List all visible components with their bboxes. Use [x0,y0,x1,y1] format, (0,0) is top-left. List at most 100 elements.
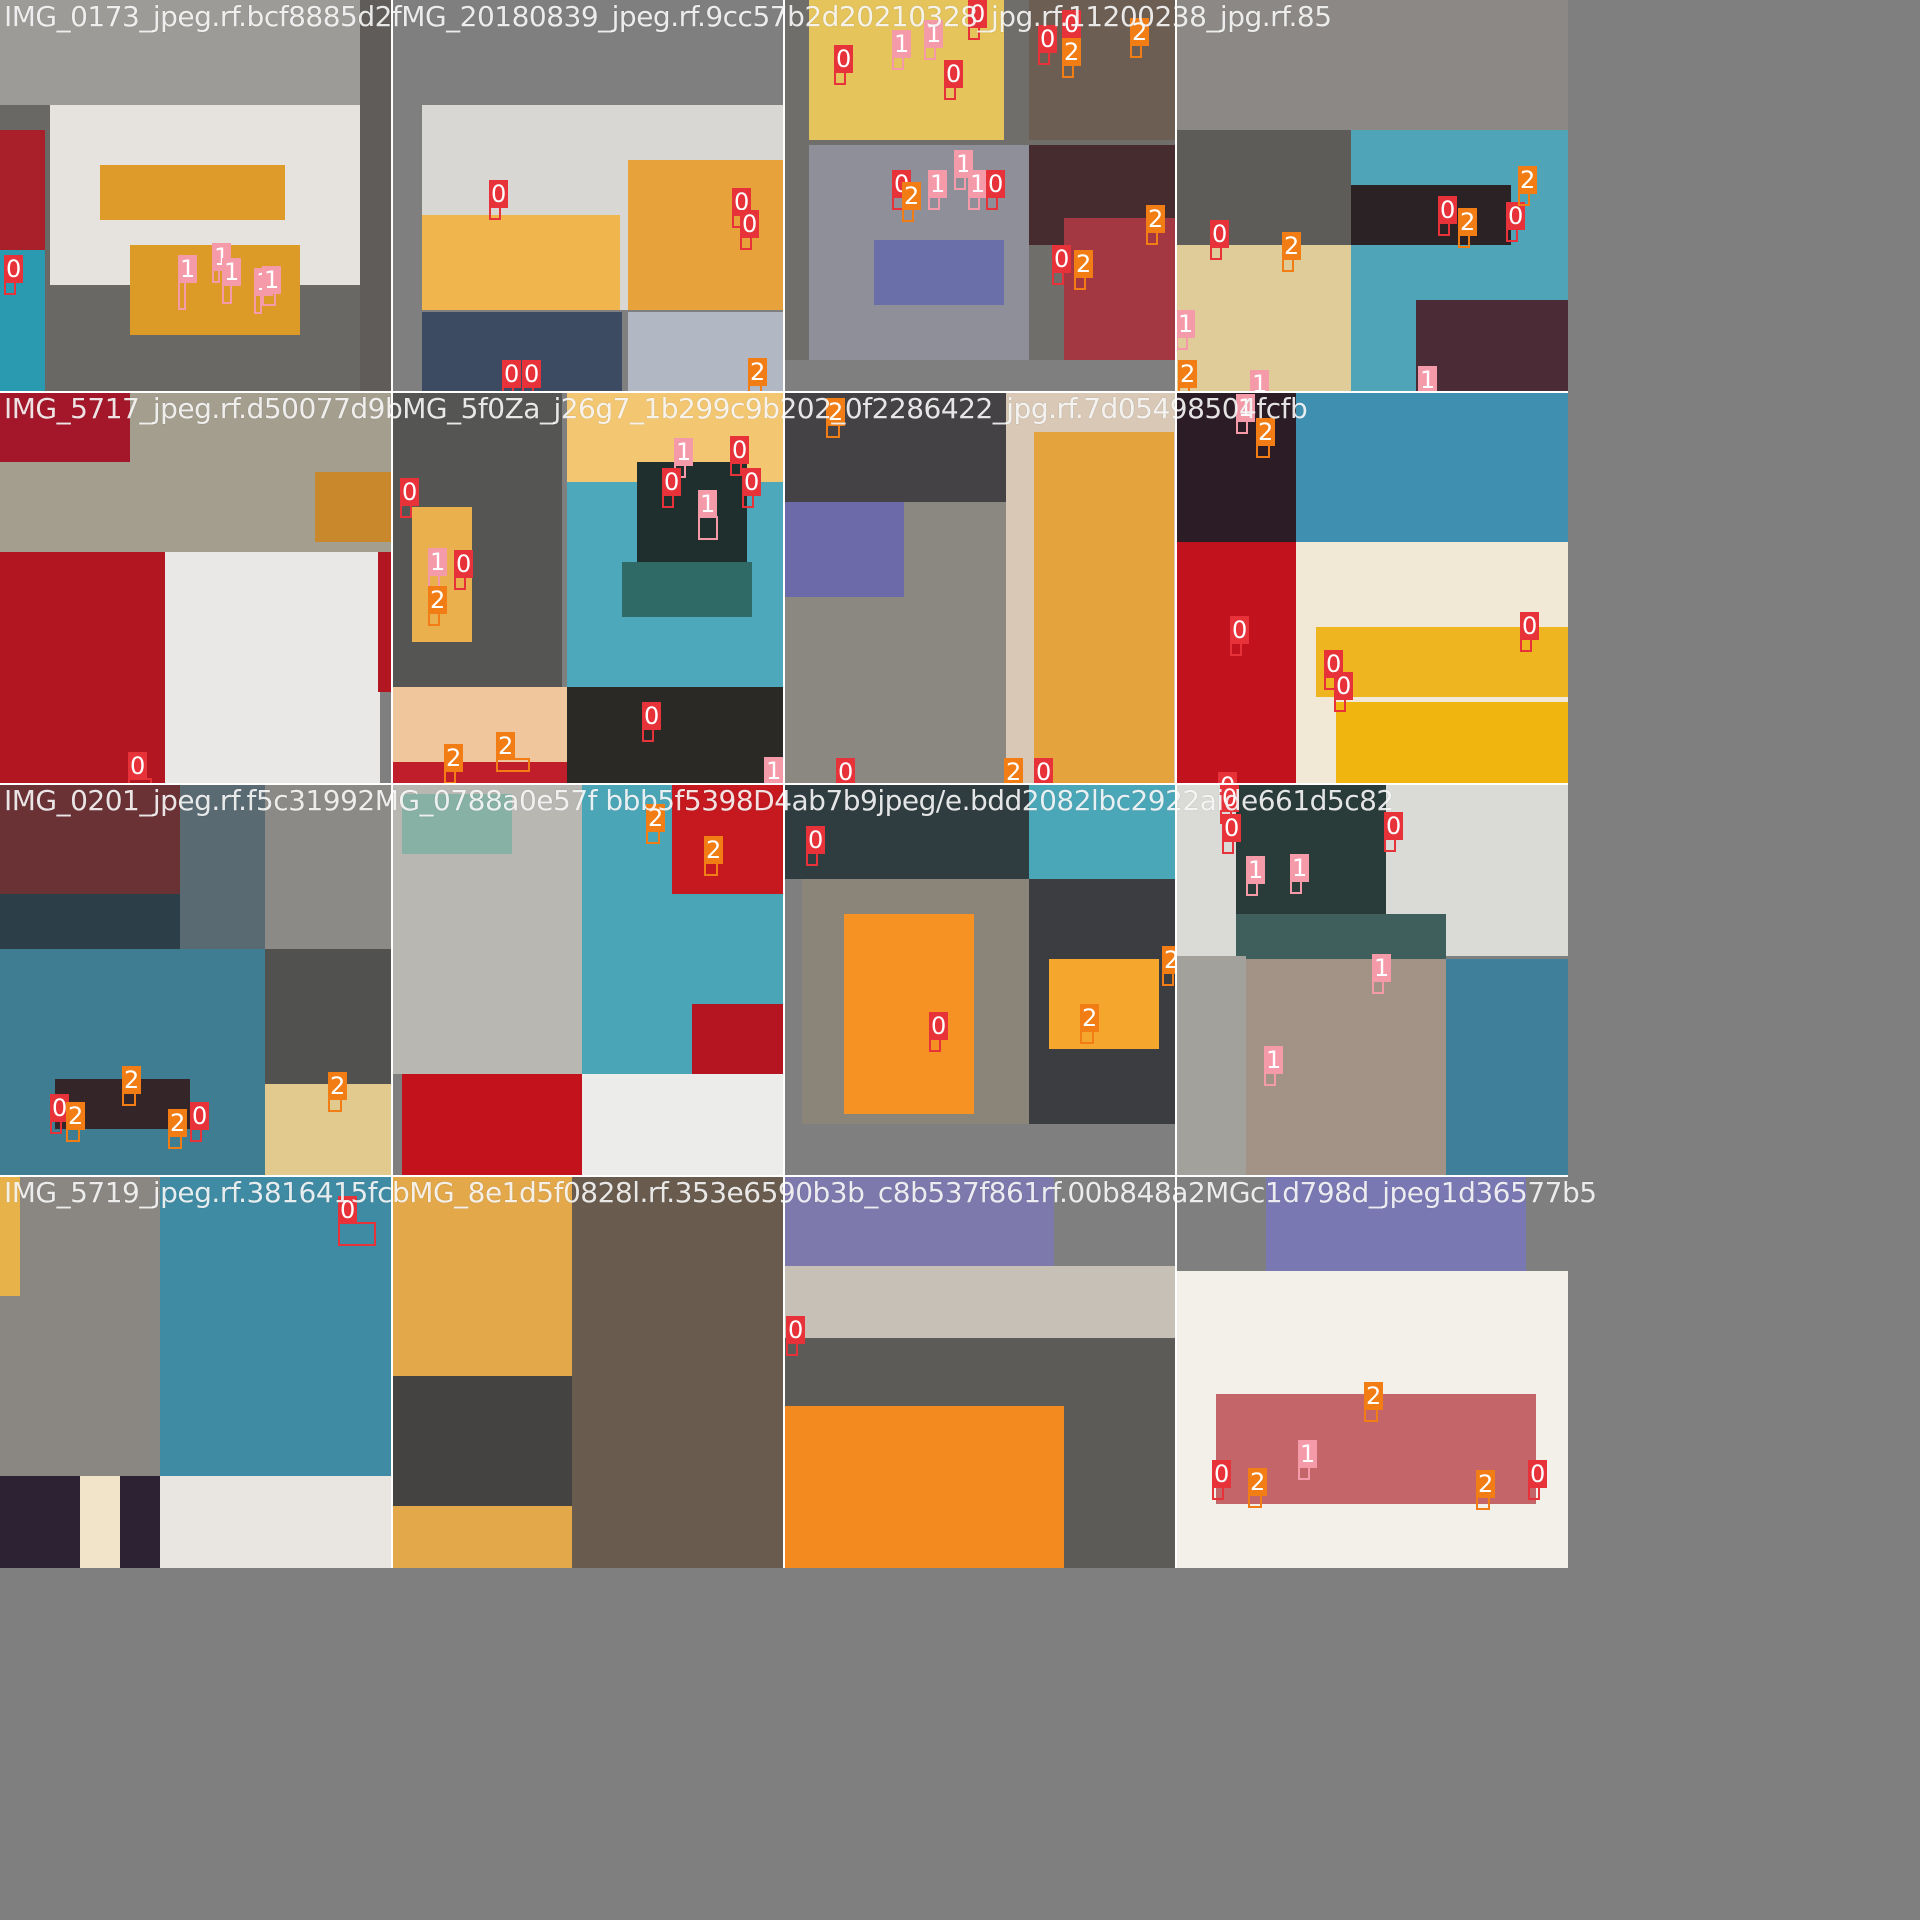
class-label-0: 0 [732,188,752,216]
detection-box [254,294,262,314]
grid-divider [1175,0,1177,1568]
photo-region [784,360,1176,392]
detection-box [954,176,966,190]
photo-region [1176,542,1296,784]
class-label-2: 2 [1256,418,1276,446]
photo-region [784,1124,1176,1176]
detection-box [1130,44,1142,58]
detection-box [168,1135,182,1149]
detection-box [328,1098,342,1112]
class-label-1: 1 [698,490,718,518]
class-label-0: 0 [1038,25,1058,53]
detection-box [1230,642,1242,656]
mosaic-tile: 0 [0,1176,392,1568]
detection-box [66,1128,80,1142]
class-label-1: 1 [1372,954,1392,982]
photo-region [0,130,45,250]
mosaic-tile: 0 [0,392,392,784]
detection-box [400,504,412,518]
photo-region [784,1176,1054,1266]
photo-region [100,165,285,220]
detection-box [1282,258,1294,272]
photo-region [692,1004,784,1074]
detection-box [1052,271,1064,285]
detection-box [1290,880,1302,894]
tile-photo [1176,1176,1568,1568]
class-label-0: 0 [1438,196,1458,224]
class-label-2: 2 [1062,38,1082,66]
class-label-2: 2 [444,744,464,772]
detection-box [944,86,956,100]
class-label-0: 0 [4,255,24,283]
class-label-2: 2 [1248,1468,1268,1496]
class-label-2: 2 [428,586,448,614]
photo-region [622,562,752,617]
tile-photo [784,392,1176,784]
detection-box [1298,1466,1310,1480]
photo-region [0,1176,20,1296]
detection-box [1264,1072,1276,1086]
detection-box [454,576,466,590]
class-label-0: 0 [338,1196,358,1224]
photo-region [160,1476,392,1568]
class-label-0: 0 [522,360,542,388]
photo-region [784,1266,1176,1338]
detection-box [1506,228,1518,242]
class-label-0: 0 [400,478,420,506]
class-label-1: 1 [928,170,948,198]
tile-photo [0,0,392,392]
class-label-1: 1 [924,20,944,48]
detection-box [826,424,840,438]
class-label-0: 0 [1052,245,1072,273]
detection-box [892,56,904,70]
class-label-0: 0 [1324,650,1344,678]
class-label-1: 1 [674,438,694,466]
class-label-0: 0 [986,170,1006,198]
photo-region [315,472,392,542]
photo-region [1029,0,1176,140]
grid-divider [0,783,1568,785]
class-label-0: 0 [50,1094,70,1122]
photo-region [0,949,265,1176]
detection-box [1518,192,1530,206]
detection-box [428,612,440,626]
batch-mosaic: 0111110000020110000220211100220202021211… [0,0,1597,1568]
photo-region [582,1074,784,1176]
photo-region [1176,0,1568,130]
detection-box [1038,51,1050,65]
class-label-2: 2 [1074,250,1094,278]
photo-region [1351,185,1511,245]
class-label-1: 1 [764,757,784,784]
photo-region [844,914,974,1114]
detection-box [968,26,980,40]
photo-region [1176,245,1351,392]
mosaic-tile: 011111 [0,0,392,392]
detection-box [834,71,846,85]
class-label-0: 0 [662,468,682,496]
detection-box [1074,276,1086,290]
photo-region [392,1176,572,1568]
class-label-2: 2 [496,732,516,760]
detection-box [1210,246,1222,260]
class-label-2: 2 [1162,946,1176,974]
photo-region [265,949,392,1084]
class-label-1: 1 [1418,366,1438,392]
detection-box [50,1120,62,1134]
detection-box [1476,1496,1490,1510]
tile-photo [1176,392,1568,784]
photo-region [572,1176,784,1568]
class-label-0: 0 [968,0,988,28]
detection-box [1372,980,1384,994]
photo-region [784,1406,1064,1568]
photo-region [628,160,784,310]
detection-box [1458,234,1470,248]
class-label-2: 2 [1476,1470,1496,1498]
detection-box [122,1092,136,1106]
photo-region [0,0,392,105]
detection-box [1334,698,1346,712]
tile-photo [784,0,1176,392]
class-label-0: 0 [742,468,762,496]
detection-box [1222,840,1234,854]
